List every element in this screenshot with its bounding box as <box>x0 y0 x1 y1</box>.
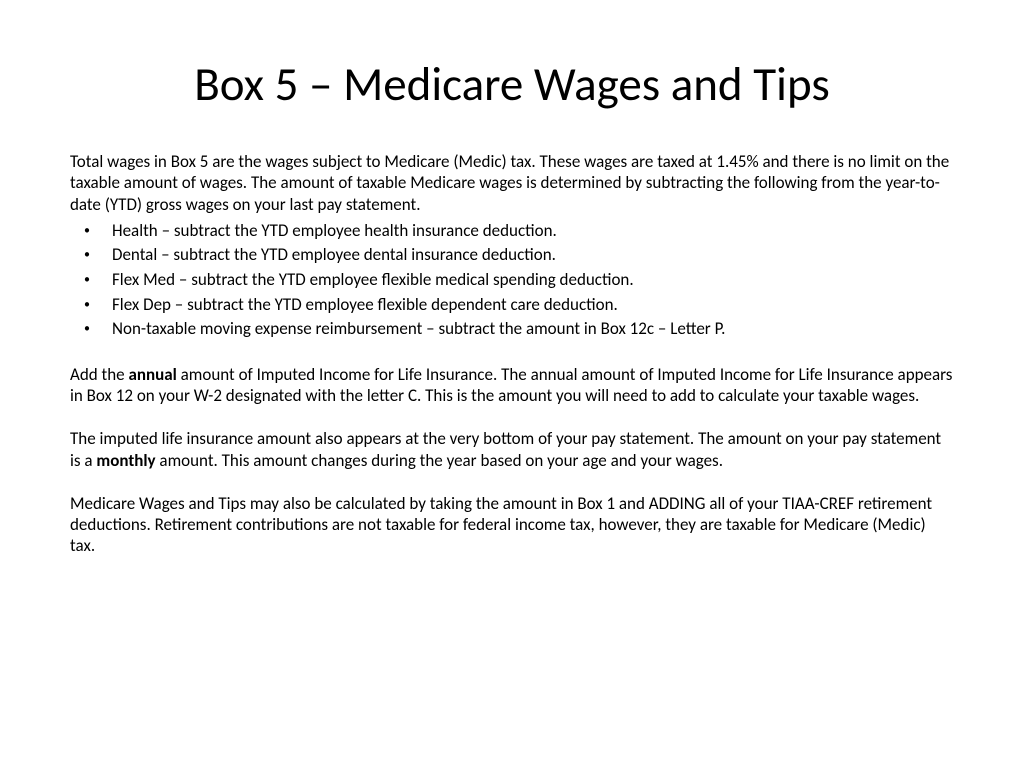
deduction-list: Health – subtract the YTD employee healt… <box>70 219 954 342</box>
list-item: Non-taxable moving expense reimbursement… <box>70 317 954 342</box>
list-item: Flex Dep – subtract the YTD employee fle… <box>70 293 954 318</box>
text-run: amount of Imputed Income for Life Insura… <box>70 364 952 406</box>
list-item: Dental – subtract the YTD employee denta… <box>70 243 954 268</box>
bold-monthly: monthly <box>96 450 155 471</box>
slide-title: Box 5 – Medicare Wages and Tips <box>70 55 954 113</box>
list-item: Flex Med – subtract the YTD employee fle… <box>70 268 954 293</box>
paragraph-annual: Add the annual amount of Imputed Income … <box>70 364 954 407</box>
text-run: amount. This amount changes during the y… <box>156 450 723 471</box>
text-run: Add the <box>70 364 128 385</box>
paragraph-monthly: The imputed life insurance amount also a… <box>70 428 954 471</box>
intro-paragraph: Total wages in Box 5 are the wages subje… <box>70 151 954 215</box>
paragraph-retirement: Medicare Wages and Tips may also be calc… <box>70 493 954 557</box>
list-item: Health – subtract the YTD employee healt… <box>70 219 954 244</box>
bold-annual: annual <box>128 364 176 385</box>
